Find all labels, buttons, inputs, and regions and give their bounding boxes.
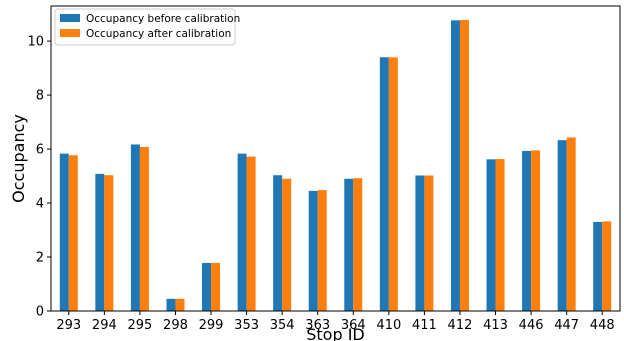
x-tick-label: 412 [448, 318, 473, 333]
bar-448-after [602, 221, 612, 311]
y-tick-label: 8 [36, 89, 44, 104]
x-axis-label: Stop ID [306, 325, 365, 341]
bar-299-after [211, 262, 221, 311]
x-tick-label: 354 [270, 318, 295, 333]
x-tick-label: 446 [519, 318, 544, 333]
bar-293-after [68, 155, 78, 311]
y-tick-label: 4 [36, 197, 44, 212]
bar-411-before [415, 175, 425, 311]
bar-354-before [273, 175, 283, 311]
legend-swatch-after [60, 29, 80, 37]
bar-411-after [424, 175, 434, 311]
legend: Occupancy before calibration Occupancy a… [54, 8, 240, 46]
bar-412-after [459, 20, 469, 311]
y-tick-label: 10 [27, 35, 44, 50]
x-tick-label: 298 [163, 318, 188, 333]
x-tick-label: 447 [554, 318, 579, 333]
legend-box [54, 8, 236, 46]
plot-frame [50, 5, 621, 312]
bar-447-after [566, 137, 576, 311]
bar-446-after [531, 150, 541, 311]
y-tick-label: 0 [36, 305, 44, 320]
x-tick-label: 353 [234, 318, 259, 333]
x-tick-label: 299 [199, 318, 224, 333]
bar-447-before [557, 140, 567, 311]
bar-410-after [388, 57, 398, 311]
x-tick-label: 363 [305, 318, 330, 333]
bar-413-before [486, 159, 496, 311]
y-axis: 0 2 4 6 8 10 [27, 35, 51, 320]
x-tick-label: 448 [590, 318, 615, 333]
x-tick-label: 411 [412, 318, 437, 333]
bar-293-before [59, 153, 69, 311]
legend-label-before: Occupancy before calibration [86, 13, 240, 25]
bar-354-after [282, 178, 292, 311]
x-tick-label: 293 [56, 318, 81, 333]
x-tick-label: 364 [341, 318, 366, 333]
y-axis-label: Occupancy [9, 114, 28, 203]
x-tick-label: 413 [483, 318, 508, 333]
bar-299-before [202, 262, 212, 311]
bar-295-before [130, 144, 140, 311]
bar-295-after [139, 146, 149, 311]
bars-layer [59, 20, 612, 312]
bar-412-before [450, 20, 460, 312]
x-axis: 293 294 295 298 299 353 354 363 364 410 411 412 413 4… [56, 311, 615, 333]
bar-364-after [353, 178, 363, 311]
bar-294-after [104, 175, 114, 311]
bar-410-before [379, 57, 389, 311]
bar-448-before [593, 221, 603, 311]
bar-298-after [175, 298, 185, 311]
bar-298-before [166, 298, 176, 311]
y-tick-label: 6 [36, 143, 44, 158]
legend-label-after: Occupancy after calibration [86, 28, 231, 40]
bar-353-before [237, 153, 247, 311]
bar-363-after [317, 190, 327, 311]
y-tick-label: 2 [36, 251, 44, 266]
x-tick-label: 410 [376, 318, 401, 333]
bar-353-after [246, 156, 256, 311]
bar-363-before [308, 190, 318, 311]
bar-413-after [495, 159, 505, 311]
legend-swatch-before [60, 14, 80, 22]
x-tick-label: 294 [92, 318, 117, 333]
bar-294-before [95, 173, 105, 311]
x-tick-label: 295 [127, 318, 152, 333]
bar-446-before [522, 150, 532, 311]
bar-364-before [344, 178, 354, 311]
